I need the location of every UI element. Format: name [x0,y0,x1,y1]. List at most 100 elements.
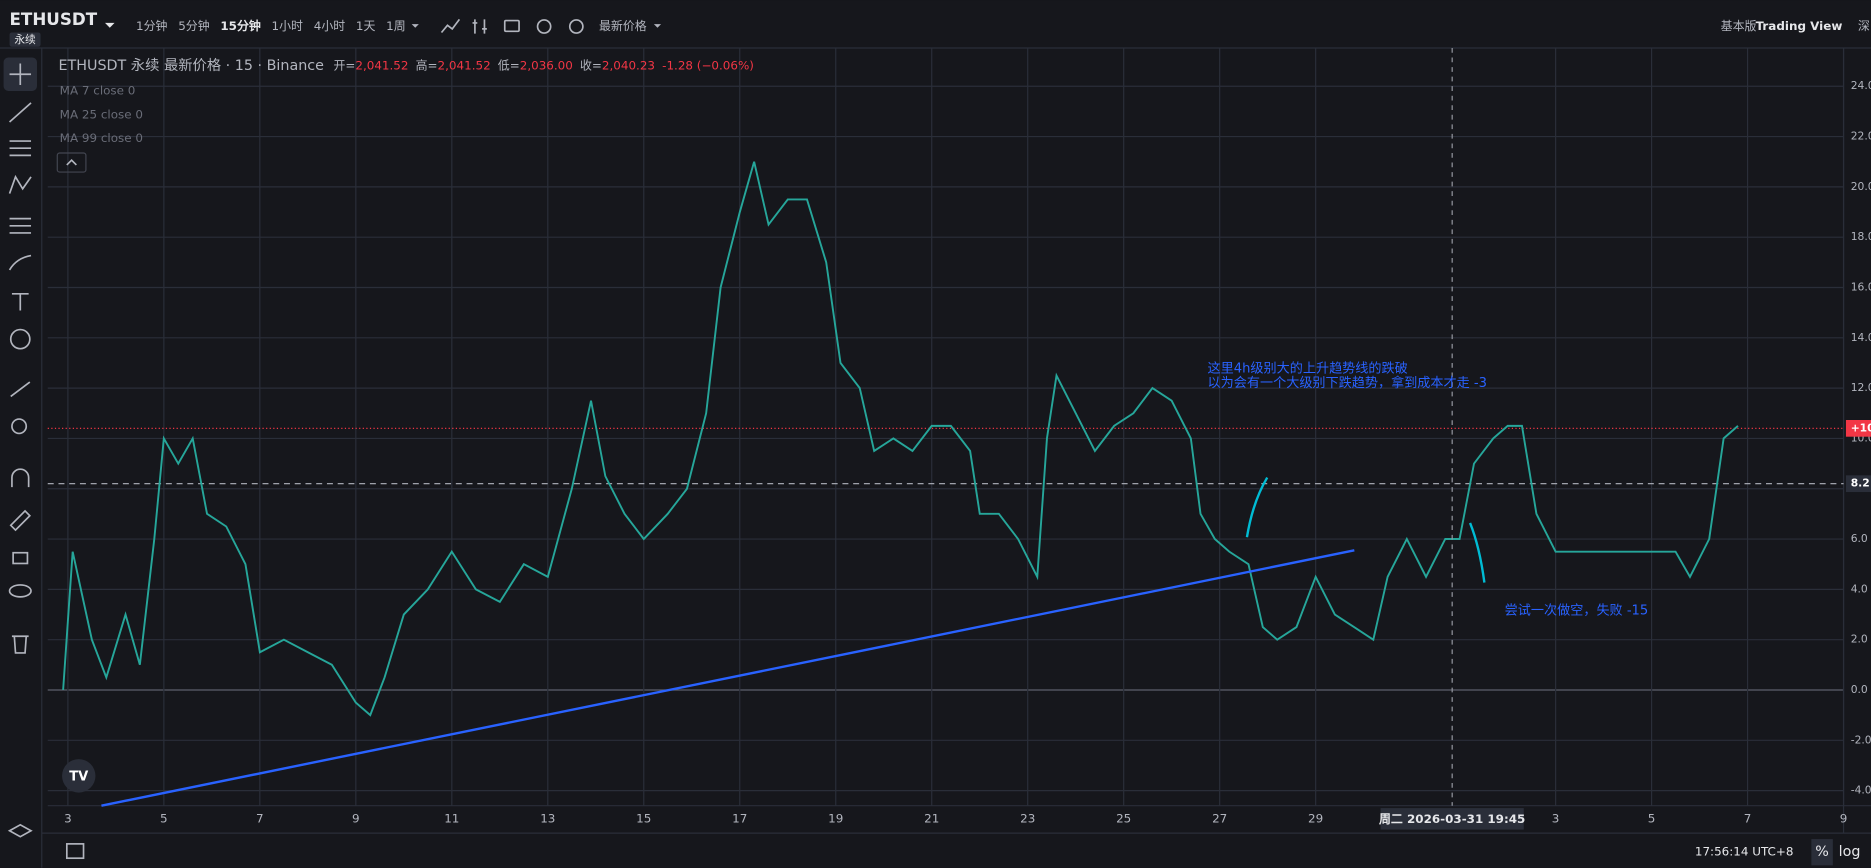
collapse-icon[interactable] [66,158,77,166]
symbol-caret[interactable] [105,22,115,28]
tool-pattern[interactable] [8,174,32,194]
contract: 永续 [14,33,36,46]
x-tick-label: 3 [1552,811,1560,825]
tool-lock-draw[interactable] [9,509,32,532]
indicator: MA 25 close 0 [60,107,143,121]
indicator: MA 7 close 0 [60,83,136,97]
contract-badge [9,32,41,47]
tool-layers[interactable] [7,823,33,838]
x-tick-label: 19 [828,811,843,825]
x-tick-label: 15 [636,811,651,825]
tool-brush[interactable] [8,254,32,271]
settings-icon[interactable] [568,19,584,34]
y-tick-label: 18.0 [1851,230,1871,243]
tool-magnet[interactable] [11,468,30,488]
y-tick-label: 12.0 [1851,381,1871,394]
crosshair-label-bg [1380,808,1524,830]
tool-trash[interactable] [11,635,29,654]
y-tick-label: 22.0 [1851,130,1871,143]
percent-toggle[interactable]: % [1815,844,1829,860]
legend-value: 2,040.23 [602,58,655,72]
x-tick-label: 11 [444,811,459,825]
tool-crosshair[interactable] [9,63,32,85]
tv-logo[interactable] [62,759,96,793]
interval[interactable]: 5分钟 [178,19,210,33]
legend-label: 开= [333,58,355,72]
y-tick-label: 0.0 [1851,683,1868,696]
x-tick-label: 29 [1308,811,1323,825]
interval[interactable]: 1分钟 [136,19,168,33]
x-tick-label: 13 [540,811,555,825]
legend-label: 低= [498,58,520,72]
y-tick-label: -2.0 [1851,733,1871,746]
x-tick-label: 25 [1116,811,1131,825]
legend-title: ETHUSDT 永续 最新价格 · 15 · Binance [58,57,324,74]
x-tick-label: 17 [732,811,747,825]
plot-area [47,47,1871,834]
link-basic[interactable]: 基本版 [1721,19,1757,33]
y-tick-label: 4.0 [1851,582,1868,595]
price-label-bg [1845,419,1871,437]
price-type-caret[interactable] [653,24,662,28]
legend-value: 2,041.52 [438,58,491,72]
price-label-bg [1845,475,1871,493]
tool-fib[interactable] [9,140,32,157]
log-toggle[interactable]: log [1839,844,1861,860]
x-tick-label: 21 [924,811,939,825]
arc-drawing [1245,476,1269,538]
annotation: 尝试一次做空，失败 -15 [1505,603,1649,619]
x-tick-label: 7 [256,811,264,825]
interval[interactable]: 1天 [356,19,376,33]
percent-bg[interactable] [1811,839,1833,866]
legend-label: 收= [580,58,602,72]
clock: 17:56:14 UTC+8 [1695,845,1794,859]
y-tick-label: -4.0 [1851,784,1871,797]
legend-change: -1.28 (−0.06%) [662,58,754,72]
tool-trendline[interactable] [8,102,32,123]
chart-type-icon[interactable] [440,18,461,34]
x-tick-label: 27 [1212,811,1227,825]
top-bar [0,0,1871,48]
y-tick-label: 16.0 [1851,280,1871,293]
link-depth[interactable]: 深 [1858,19,1870,33]
legend-value: 2,036.00 [520,58,573,72]
tool-text[interactable] [11,292,29,311]
price-label: +10 [1851,421,1871,434]
annotation: 这里4h级别大的上升趋势线的跌破 [1208,359,1408,376]
interval[interactable]: 15分钟 [220,19,261,33]
tool-zoom[interactable] [11,418,28,435]
camera-icon[interactable] [503,19,520,33]
tool-projection[interactable] [9,217,32,234]
x-tick-label: 23 [1020,811,1035,825]
trend-line-drawing [101,549,1355,807]
indicator-icon[interactable] [472,19,487,34]
x-tick-label: 3 [64,811,72,825]
y-tick-label: 2.0 [1851,633,1868,646]
legend-label: 高= [416,58,438,72]
add-icon[interactable] [536,19,552,34]
interval[interactable]: 4小时 [314,19,346,33]
x-tick-label: 5 [1648,811,1656,825]
interval[interactable]: 1周 [386,19,406,33]
tool-lock[interactable] [12,551,29,565]
tool-ruler[interactable] [10,381,31,398]
link-tradingview[interactable]: Trading View [1756,19,1843,33]
crosshair-label: 周二 2026-03-31 19:45 [1379,812,1525,826]
legend-value: 2,041.52 [355,58,408,72]
annotation: 以为会有一个大级别下跌趋势，拿到成本才走 -3 [1208,374,1487,391]
interval[interactable]: 1小时 [272,19,304,33]
x-tick-label: 9 [1840,811,1848,825]
tool-eye[interactable] [8,584,32,598]
tool-emoji[interactable] [9,328,31,350]
date-range-icon[interactable] [65,843,85,860]
symbol[interactable]: ETHUSDT [10,9,98,29]
collapse-button[interactable] [56,152,87,173]
price-type[interactable]: 最新价格 [599,19,647,33]
y-tick-label: 24.0 [1851,79,1871,92]
indicator: MA 99 close 0 [60,131,143,145]
y-tick-label: 14.0 [1851,331,1871,344]
interval-caret[interactable] [411,24,419,28]
